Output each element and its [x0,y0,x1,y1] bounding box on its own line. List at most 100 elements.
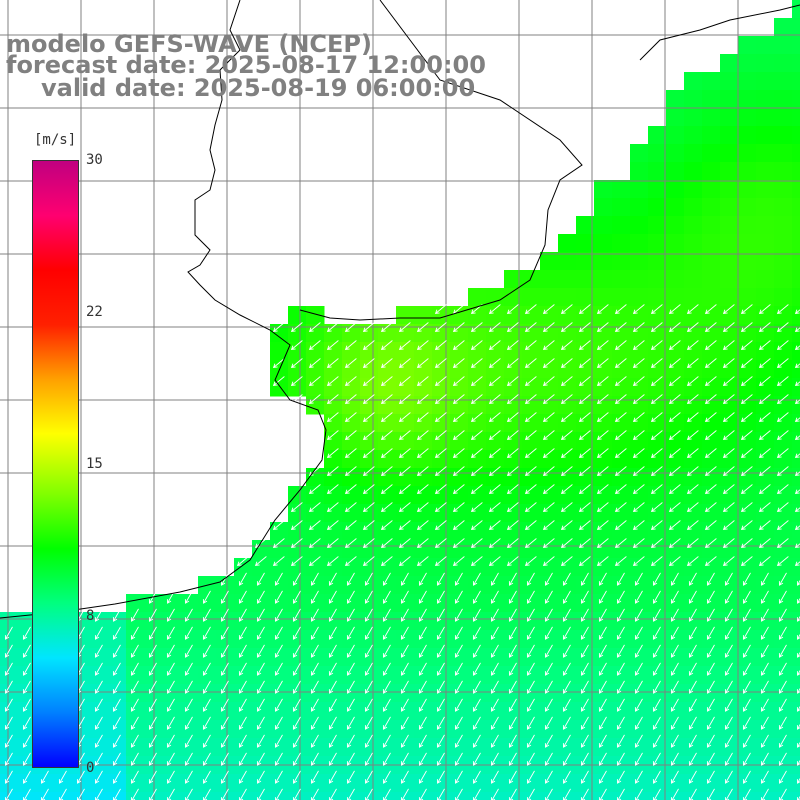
wind-speed-cell [270,738,289,757]
wind-speed-cell [90,720,109,739]
wind-arrow [794,525,800,531]
wind-arrow [418,680,427,694]
wind-speed-cell [702,216,721,235]
wind-arrow [632,538,645,549]
wind-arrow [560,430,573,441]
wind-arrow [382,644,391,658]
wind-arrow [148,644,157,658]
wind-speed-cell [792,18,800,37]
wind-speed-cell [666,126,685,145]
wind-speed-cell [594,270,613,289]
wind-arrow [740,394,753,405]
wind-speed-cell [378,648,397,667]
wind-speed-cell [756,612,775,631]
wind-arrow [544,770,553,784]
wind-speed-cell [702,666,721,685]
wind-arrow [292,698,301,712]
wind-arrow [310,590,319,604]
wind-arrow [688,752,697,766]
wind-arrow [670,680,679,694]
wind-arrow [742,626,751,640]
wind-speed-cell [792,450,800,469]
wind-speed-cell [612,720,631,739]
wind-speed-cell [558,702,577,721]
wind-arrow [346,680,355,694]
wind-arrow [452,412,465,423]
wind-arrow [758,430,771,441]
wind-arrow [524,340,537,351]
wind-arrow [650,520,663,531]
wind-arrow [292,590,301,604]
wind-speed-cell [792,666,800,685]
wind-arrow [794,561,800,567]
wind-speed-cell [234,738,253,757]
wind-arrow [292,752,301,766]
wind-speed-cell [288,306,307,325]
wind-speed-cell [792,162,800,181]
wind-speed-cell [720,54,739,73]
wind-speed-cell [702,270,721,289]
wind-arrow [794,399,800,405]
wind-arrow [598,590,607,604]
wind-arrow [596,412,609,423]
wind-arrow [740,358,753,369]
wind-arrow [506,412,519,423]
wind-arrow [616,716,625,730]
wind-arrow [776,484,789,495]
wind-speed-cell [792,504,800,523]
wind-arrow [776,538,789,549]
wind-arrow [544,590,553,604]
wind-speed-cell [774,18,793,37]
wind-speed-cell [468,612,487,631]
wind-speed-cell [648,702,667,721]
wind-speed-cell [774,720,793,739]
wind-arrow [436,626,445,640]
wind-speed-cell [684,684,703,703]
wind-speed-cell [720,144,739,163]
wind-speed-cell [792,234,800,253]
wind-arrow [542,484,555,495]
wind-arrow [794,381,800,387]
wind-speed-cell [594,252,613,271]
wind-speed-cell [396,576,415,595]
wind-speed-cell [522,738,541,757]
wind-speed-cell [738,90,757,109]
wind-arrow [346,626,355,640]
wind-arrow [238,644,247,658]
wind-arrow [488,430,501,441]
wind-speed-cell [252,702,271,721]
wind-arrow [686,340,699,351]
wind-arrow [704,466,717,477]
wind-arrow [526,770,535,784]
wind-speed-cell [540,702,559,721]
wind-arrow [472,626,481,640]
wind-arrow [578,466,591,477]
wind-arrow [362,358,375,369]
wind-speed-cell [774,774,793,793]
wind-arrow [436,734,445,748]
wind-speed-cell [234,702,253,721]
wind-arrow [578,304,591,315]
wind-arrow [778,644,787,658]
wind-speed-cell [792,144,800,163]
wind-arrow [742,608,751,622]
wind-speed-cell [504,792,523,800]
wind-speed-cell [144,594,163,613]
wind-arrow [4,716,13,730]
wind-arrow [344,394,357,405]
wind-arrow [524,322,537,333]
wind-speed-cell [738,270,757,289]
wind-arrow [364,626,373,640]
wind-speed-cell [360,684,379,703]
wind-arrow [434,376,447,387]
forecast-date: forecast date: 2025-08-17 12:00:00 [6,51,486,79]
wind-arrow [362,520,375,531]
wind-speed-cell [324,774,343,793]
wind-speed-cell [720,108,739,127]
wind-arrow [418,734,427,748]
colorbar-tick-label: 15 [86,456,103,472]
colorbar-tick-label: 30 [86,152,103,168]
wind-arrow [560,376,573,387]
wind-arrow [508,680,517,694]
wind-speed-cell [666,738,685,757]
